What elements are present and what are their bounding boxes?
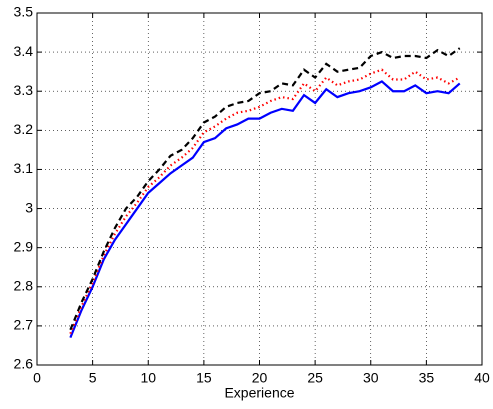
data-line	[69, 68, 461, 335]
plot-frame	[36, 12, 483, 366]
data-line	[69, 47, 461, 331]
y-tick-label: 3.5	[14, 4, 34, 20]
y-tick-label: 3.2	[14, 121, 34, 137]
data-line	[69, 80, 461, 339]
y-tick-label: 2.7	[14, 317, 34, 333]
x-tick-label: 30	[363, 370, 379, 386]
y-tick-label: 2.8	[14, 277, 34, 293]
y-tick-label: 2.6	[14, 356, 34, 372]
x-axis-label: Experience	[224, 385, 294, 401]
x-tick-label: 25	[307, 370, 323, 386]
x-tick-label: 15	[196, 370, 212, 386]
y-tick-label: 3	[25, 199, 33, 215]
x-tick-label: 40	[474, 370, 490, 386]
x-tick-label: 10	[140, 370, 156, 386]
y-tick-label: 2.9	[14, 238, 34, 254]
y-tick-label: 3.3	[14, 82, 34, 98]
y-tick-label: 3.1	[14, 160, 34, 176]
x-tick-label: 35	[419, 370, 435, 386]
x-tick-label: 20	[252, 370, 268, 386]
y-tick-label: 3.4	[14, 43, 34, 59]
x-tick-label: 5	[89, 370, 97, 386]
x-tick-label: 0	[33, 370, 41, 386]
